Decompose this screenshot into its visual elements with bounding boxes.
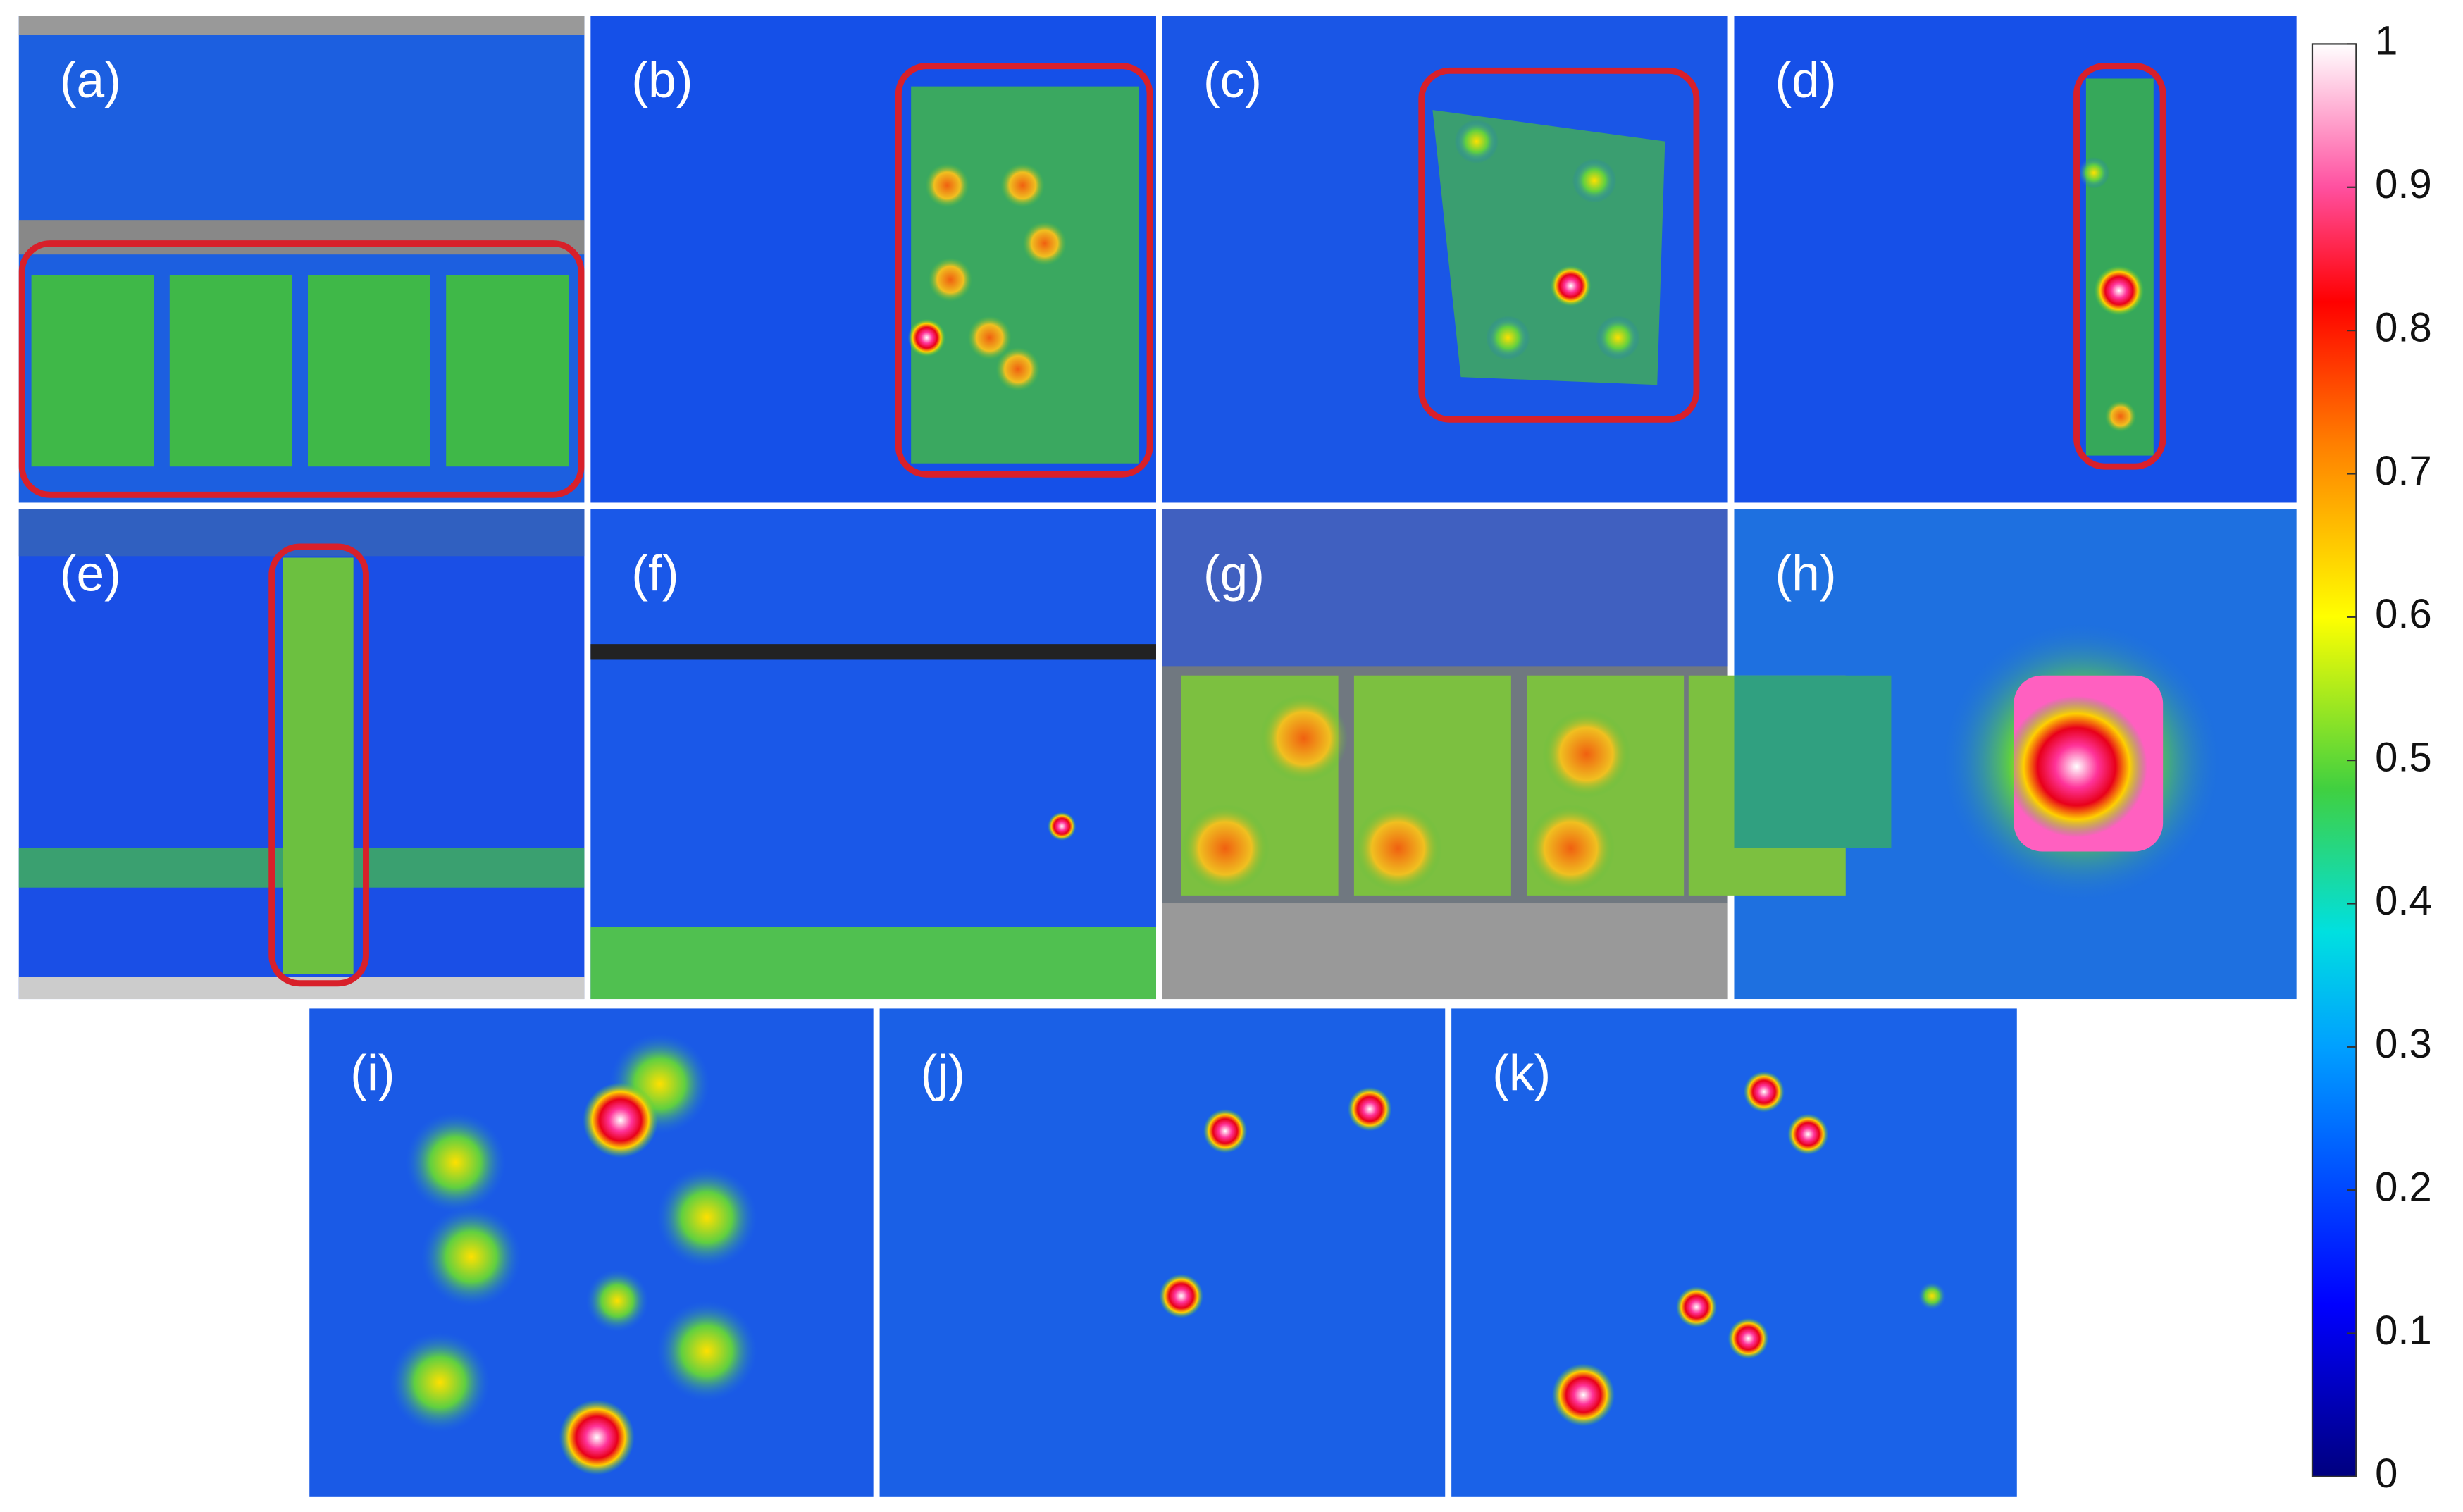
hotspot bbox=[1000, 163, 1045, 208]
hotspot bbox=[1542, 709, 1631, 798]
panel-label: (a) bbox=[60, 52, 121, 109]
shape bbox=[169, 275, 292, 467]
hotspot bbox=[967, 316, 1012, 360]
tick-label: 0.6 bbox=[2375, 592, 2432, 637]
hotspot bbox=[1918, 1282, 1947, 1310]
tick-label: 0.4 bbox=[2375, 879, 2432, 924]
hotspot bbox=[2006, 695, 2147, 838]
shape bbox=[283, 557, 354, 974]
hotspot bbox=[1675, 1287, 1717, 1328]
hotspot bbox=[1527, 804, 1615, 893]
shape bbox=[879, 1008, 1446, 1497]
panel-label: (e) bbox=[60, 545, 121, 602]
hotspot bbox=[1486, 316, 1530, 360]
hotspot bbox=[1048, 812, 1077, 841]
tick-label: 0.7 bbox=[2375, 449, 2432, 494]
hotspot bbox=[907, 318, 946, 357]
panel-label: (d) bbox=[1775, 52, 1836, 109]
hotspot bbox=[585, 1269, 649, 1332]
hotspot bbox=[1260, 694, 1348, 783]
hotspot bbox=[995, 347, 1040, 392]
shape bbox=[1162, 509, 1728, 667]
shape bbox=[18, 240, 585, 498]
panel-label: (i) bbox=[350, 1045, 395, 1101]
shape bbox=[895, 63, 1153, 478]
hotspot bbox=[2078, 156, 2110, 189]
shape bbox=[308, 275, 430, 467]
images bbox=[18, 16, 2297, 1497]
panel-label: (b) bbox=[631, 52, 693, 109]
shape bbox=[446, 275, 569, 467]
hotspot bbox=[1353, 804, 1442, 893]
hotspot bbox=[1181, 804, 1270, 893]
panel-label: (f) bbox=[631, 545, 678, 602]
shape bbox=[590, 644, 1156, 660]
hotspot bbox=[928, 257, 973, 302]
panel-label: (j) bbox=[921, 1045, 965, 1101]
panel-label: (g) bbox=[1203, 545, 1265, 602]
hotspot bbox=[2104, 400, 2137, 433]
tick-label: 0.1 bbox=[2375, 1308, 2432, 1353]
hotspot bbox=[1022, 221, 1067, 266]
hotspot bbox=[1203, 1109, 1248, 1153]
shape bbox=[1734, 16, 2297, 503]
hotspot bbox=[1347, 1086, 1392, 1132]
hotspot bbox=[2094, 265, 2145, 316]
tick-label: 0 bbox=[2375, 1451, 2397, 1496]
hotspot bbox=[1550, 265, 1592, 306]
tick-label: 0.9 bbox=[2375, 162, 2432, 207]
hotspot bbox=[1572, 159, 1617, 203]
shape bbox=[18, 220, 585, 255]
shape bbox=[1734, 675, 1892, 848]
panel-label: (h) bbox=[1775, 545, 1836, 602]
shape bbox=[590, 509, 1156, 1000]
hotspot bbox=[925, 163, 969, 208]
hotspot bbox=[389, 1332, 490, 1433]
tick-label: 0.3 bbox=[2375, 1022, 2432, 1067]
hotspot bbox=[1551, 1363, 1615, 1427]
hotspot bbox=[559, 1399, 635, 1475]
hotspot bbox=[1596, 316, 1640, 360]
tick-label: 0.8 bbox=[2375, 305, 2432, 350]
shape bbox=[18, 16, 585, 35]
shape bbox=[1451, 1008, 2017, 1497]
hotspot bbox=[1787, 1113, 1829, 1155]
hotspot bbox=[421, 1206, 522, 1308]
shape bbox=[31, 275, 154, 467]
tick-label: 0.5 bbox=[2375, 735, 2432, 780]
shape bbox=[590, 927, 1156, 1000]
hotspot bbox=[405, 1112, 506, 1213]
tick-label: 1 bbox=[2375, 19, 2397, 64]
panel-label: (k) bbox=[1492, 1045, 1551, 1101]
hotspot bbox=[1743, 1071, 1785, 1113]
hotspot bbox=[1454, 119, 1499, 163]
hotspot bbox=[1727, 1318, 1769, 1359]
hotspot bbox=[1159, 1274, 1203, 1318]
hotspot bbox=[656, 1167, 757, 1268]
shape bbox=[2073, 63, 2166, 470]
shape bbox=[1162, 903, 1728, 1000]
panel-label: (c) bbox=[1203, 52, 1262, 109]
tick-label: 0.2 bbox=[2375, 1165, 2432, 1210]
hotspot bbox=[583, 1082, 659, 1158]
shape bbox=[268, 543, 369, 987]
shape bbox=[1418, 67, 1700, 423]
hotspot bbox=[656, 1301, 757, 1401]
